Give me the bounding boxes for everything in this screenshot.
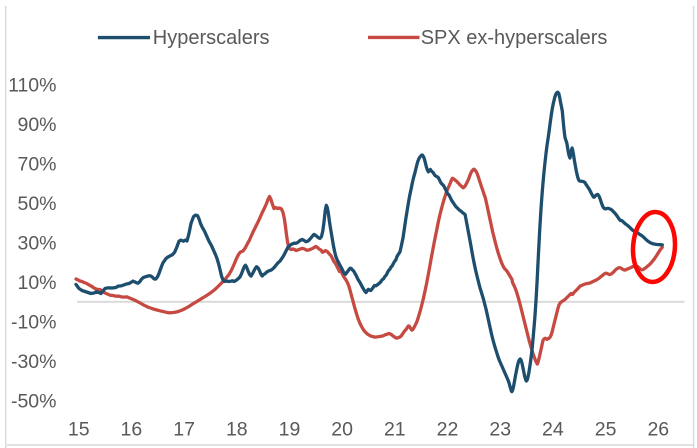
svg-text:110%: 110%	[8, 75, 56, 97]
svg-text:70%: 70%	[17, 154, 56, 176]
svg-text:18: 18	[226, 419, 248, 441]
svg-text:90%: 90%	[17, 114, 56, 136]
svg-text:10%: 10%	[17, 272, 56, 294]
svg-text:50%: 50%	[17, 193, 56, 215]
svg-text:Hyperscalers: Hyperscalers	[153, 27, 270, 49]
svg-text:19: 19	[279, 419, 301, 441]
svg-text:-30%: -30%	[11, 351, 57, 373]
svg-text:-50%: -50%	[11, 391, 57, 413]
svg-text:23: 23	[489, 419, 511, 441]
svg-text:24: 24	[542, 419, 564, 441]
svg-text:30%: 30%	[17, 233, 56, 255]
svg-text:21: 21	[384, 419, 406, 441]
svg-text:SPX ex-hyperscalers: SPX ex-hyperscalers	[421, 27, 608, 49]
svg-text:20: 20	[331, 419, 353, 441]
svg-text:26: 26	[647, 419, 669, 441]
svg-text:17: 17	[173, 419, 195, 441]
svg-text:22: 22	[437, 419, 459, 441]
svg-text:15: 15	[68, 419, 90, 441]
svg-text:-10%: -10%	[11, 312, 57, 334]
svg-text:16: 16	[121, 419, 143, 441]
svg-text:25: 25	[595, 419, 617, 441]
